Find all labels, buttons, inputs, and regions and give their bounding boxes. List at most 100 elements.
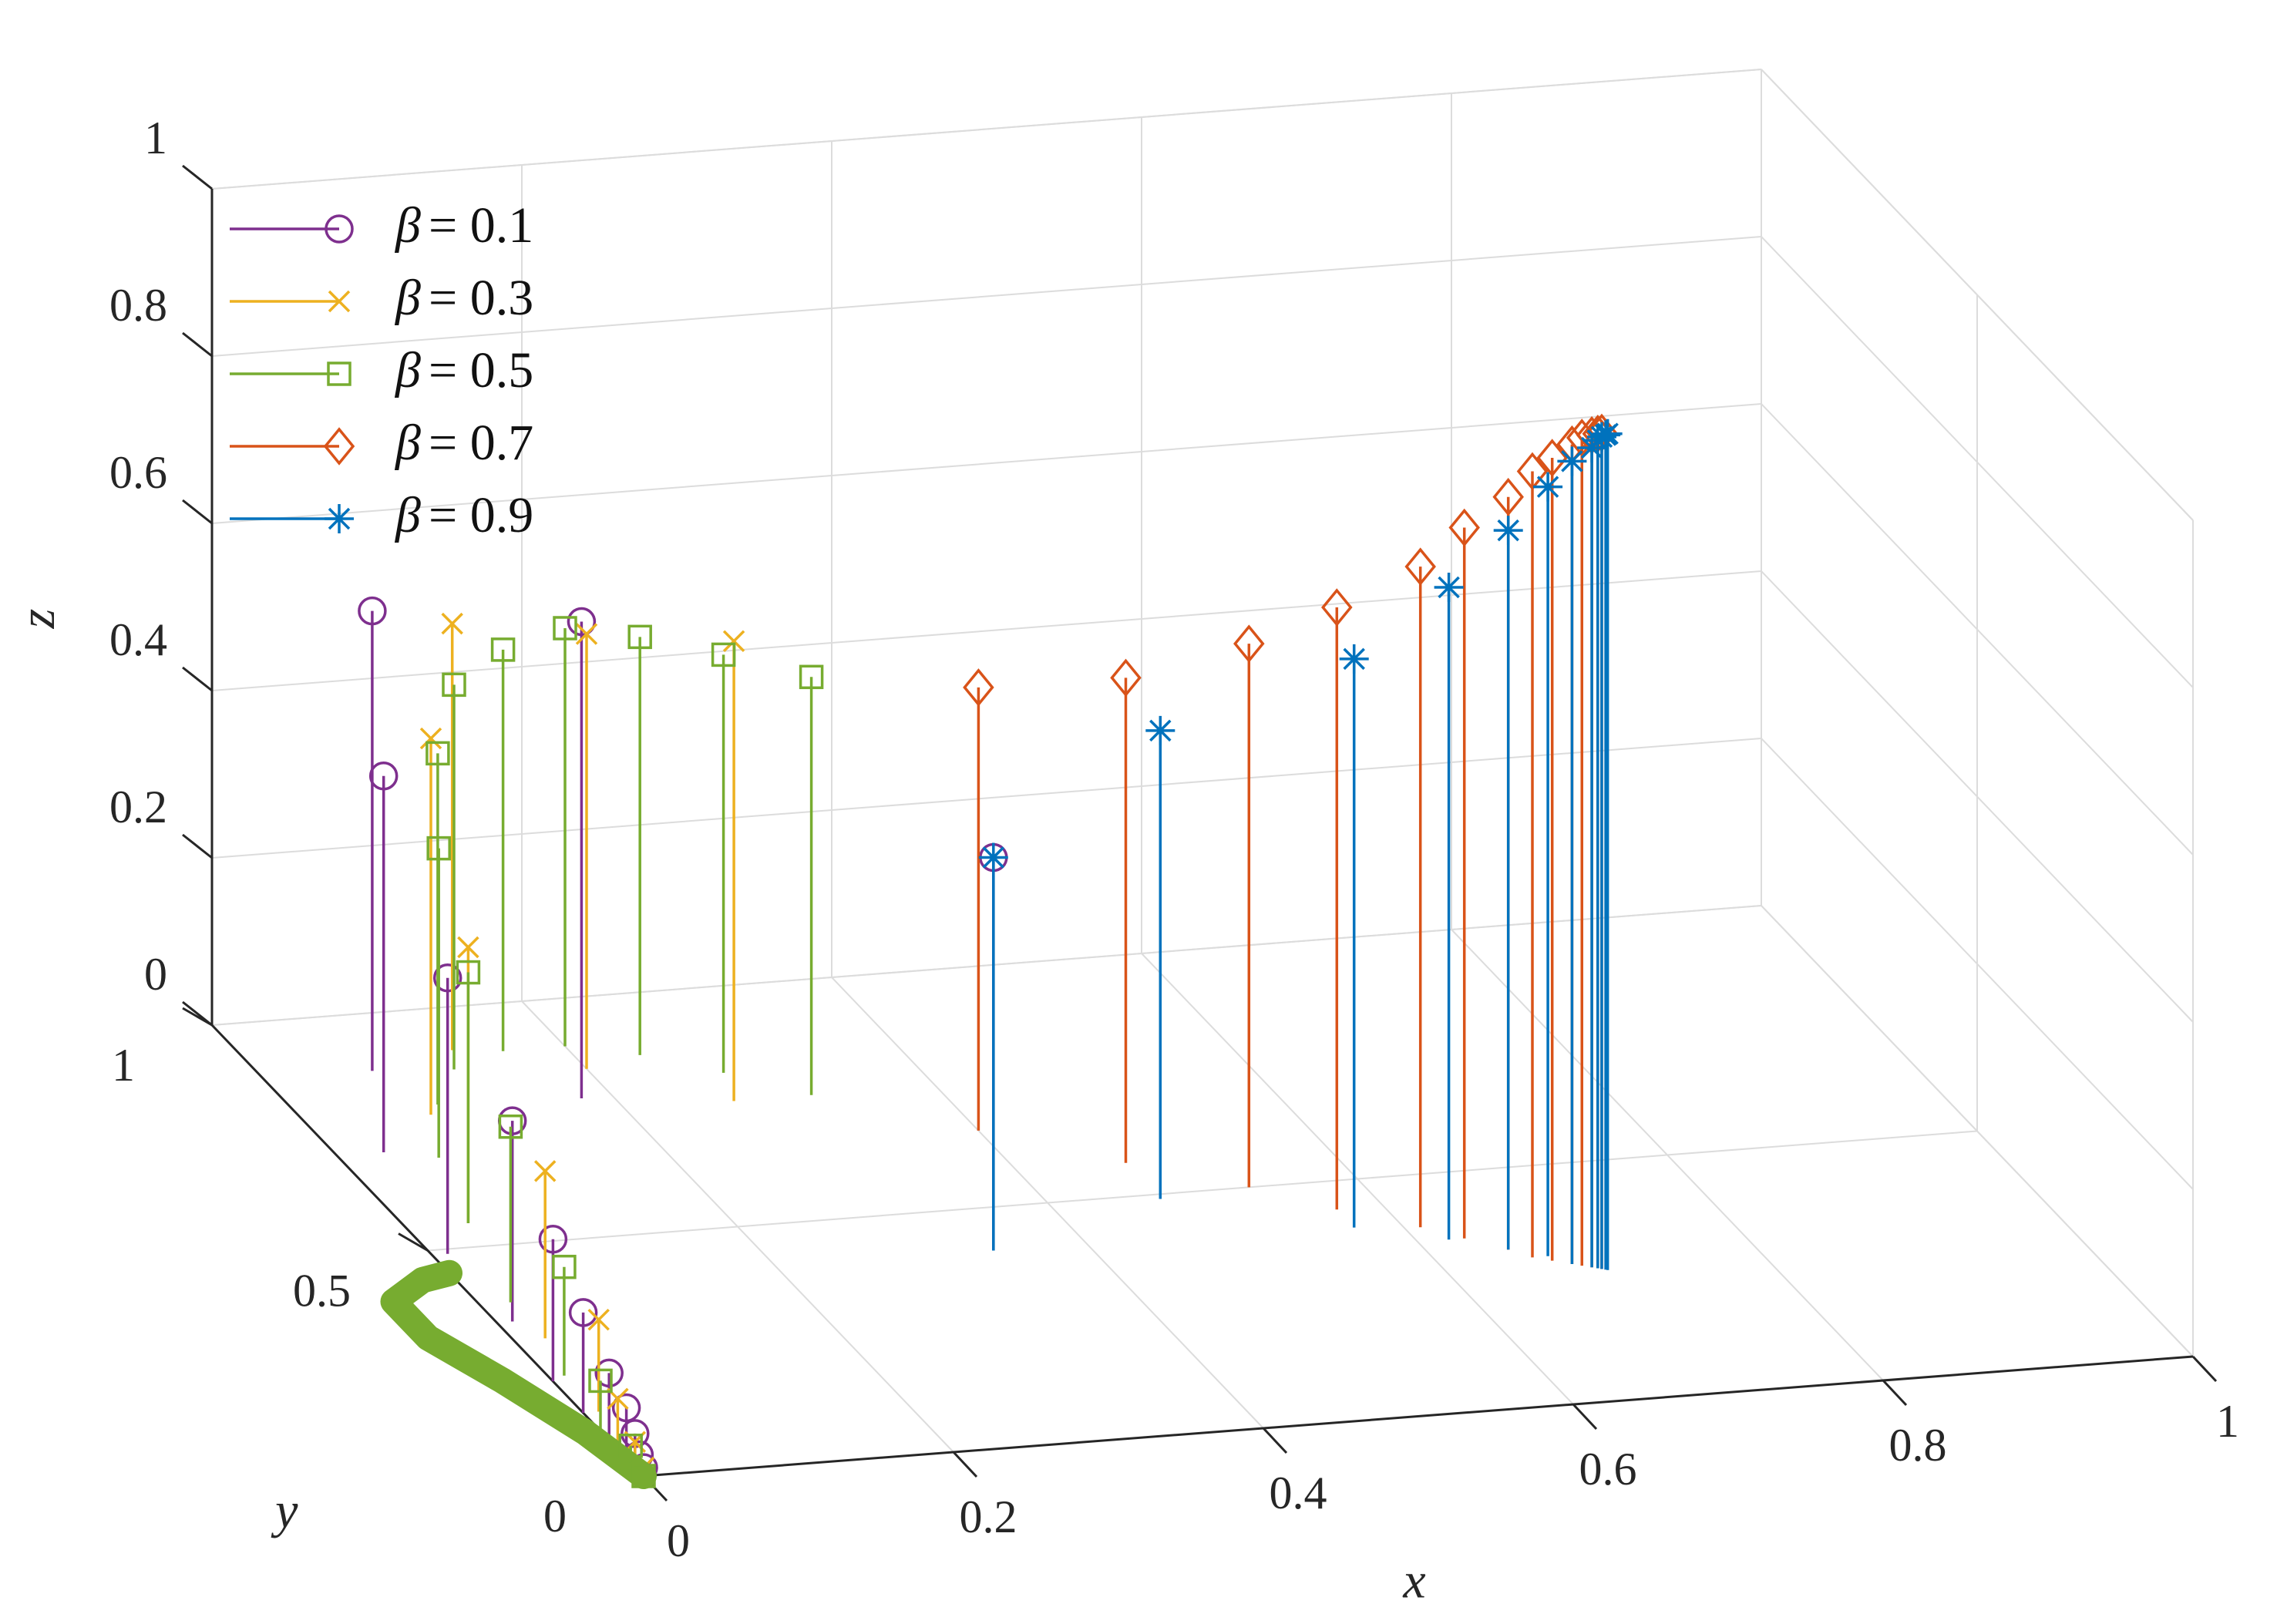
legend-symbol: β: [394, 415, 421, 471]
data-point: [323, 427, 355, 466]
z-tick: [182, 666, 213, 692]
y-axis-label: y: [271, 1482, 298, 1538]
data-point: [1516, 452, 1549, 491]
data-point: [567, 607, 597, 637]
grid-line: [1761, 570, 2194, 1023]
z-tick: [182, 331, 213, 358]
data-point: [631, 1464, 656, 1488]
z-tick-label: 1: [144, 113, 167, 163]
data-point: [358, 596, 387, 626]
legend-label: = 0.1: [429, 197, 533, 254]
z-tick: [182, 499, 213, 525]
x-tick: [952, 1451, 978, 1478]
data-point: [588, 1368, 613, 1394]
z-tick: [182, 164, 213, 190]
data-point: [538, 1224, 568, 1254]
grid-line: [1761, 905, 2194, 1357]
data-point: [1493, 516, 1523, 546]
grid-line: [211, 236, 1762, 357]
grid-line: [211, 738, 1762, 859]
data-point: [325, 214, 354, 244]
data-point: [325, 504, 354, 533]
data-point: [425, 741, 450, 766]
data-point: [594, 1358, 624, 1388]
data-point: [799, 664, 824, 690]
grid-line: [211, 570, 1762, 691]
x-axis-line: [643, 1355, 2194, 1478]
data-point: [1404, 547, 1436, 586]
data-point: [1533, 472, 1563, 502]
data-point: [1557, 446, 1587, 476]
legend: β = 0.1β = 0.3β = 0.5β = 0.7β = 0.9: [230, 197, 533, 543]
grid-line: [211, 403, 1762, 524]
legend-label: = 0.5: [429, 342, 533, 398]
x-axis-label: x: [1402, 1553, 1425, 1609]
data-point: [1448, 508, 1480, 547]
x-tick: [1262, 1427, 1288, 1454]
data-point: [553, 616, 577, 641]
data-point: [568, 1298, 598, 1327]
series-3: [963, 413, 1618, 1269]
y-tick-label: 0.5: [293, 1265, 351, 1316]
data-point: [1110, 658, 1142, 698]
data-point: [432, 963, 462, 993]
x-tick-label: 0.4: [1270, 1468, 1327, 1518]
data-point: [963, 668, 994, 707]
data-point: [442, 672, 466, 698]
legend-entry: β = 0.5: [230, 342, 533, 398]
legend-symbol: β: [394, 197, 421, 254]
data-point: [1434, 573, 1464, 602]
data-point: [587, 1308, 610, 1331]
z-tick-label: 0.6: [109, 447, 167, 498]
series-0: [358, 596, 1008, 1482]
x-tick-label: 0.2: [960, 1491, 1017, 1542]
x-tick: [2191, 1355, 2218, 1383]
box-edge: [211, 69, 1762, 190]
legend-label: = 0.7: [429, 415, 533, 471]
data-point: [327, 361, 351, 386]
data-point: [711, 642, 736, 667]
legend-label: = 0.9: [429, 487, 533, 543]
grid-line: [1761, 738, 2194, 1190]
legend-symbol: β: [394, 487, 421, 543]
series-4: [978, 419, 1623, 1270]
x-tick-label: 0.8: [1889, 1420, 1947, 1471]
data-point: [328, 290, 351, 313]
z-axis-label: z: [9, 609, 66, 630]
data-point: [1586, 422, 1616, 452]
data-point: [722, 630, 745, 653]
legend-entry: β = 0.9: [230, 487, 533, 543]
grid-line: [211, 905, 1762, 1026]
x-tick-label: 0: [667, 1515, 690, 1566]
grid-line: [1761, 236, 2194, 688]
box-edge: [1761, 69, 2194, 521]
z-tick: [182, 1000, 213, 1027]
data-point: [368, 762, 399, 791]
legend-symbol: β: [394, 342, 421, 398]
legend-entry: β = 0.3: [230, 270, 533, 326]
data-point: [1492, 477, 1524, 516]
data-point: [419, 727, 442, 750]
data-point: [498, 1115, 523, 1139]
x-tick: [1882, 1379, 1908, 1407]
data-point: [1593, 419, 1623, 449]
y-tick-label: 1: [112, 1040, 135, 1091]
data-point: [456, 960, 481, 985]
data-point: [1145, 715, 1175, 745]
z-tick-label: 0: [144, 949, 167, 1000]
data-point: [627, 624, 652, 650]
series-2: [380, 616, 824, 1489]
legend-symbol: β: [394, 270, 421, 326]
data-point: [978, 842, 1008, 873]
series-trail: [380, 1259, 657, 1489]
data-point: [441, 612, 463, 635]
y-tick-label: 0: [543, 1491, 567, 1542]
x-tick-label: 0.6: [1579, 1444, 1637, 1495]
data-point: [611, 1393, 641, 1423]
data-point: [1233, 624, 1265, 663]
grid-line: [1761, 403, 2194, 856]
data-point: [618, 1434, 643, 1458]
z-tick-label: 0.2: [109, 782, 167, 832]
data-point: [490, 637, 516, 662]
